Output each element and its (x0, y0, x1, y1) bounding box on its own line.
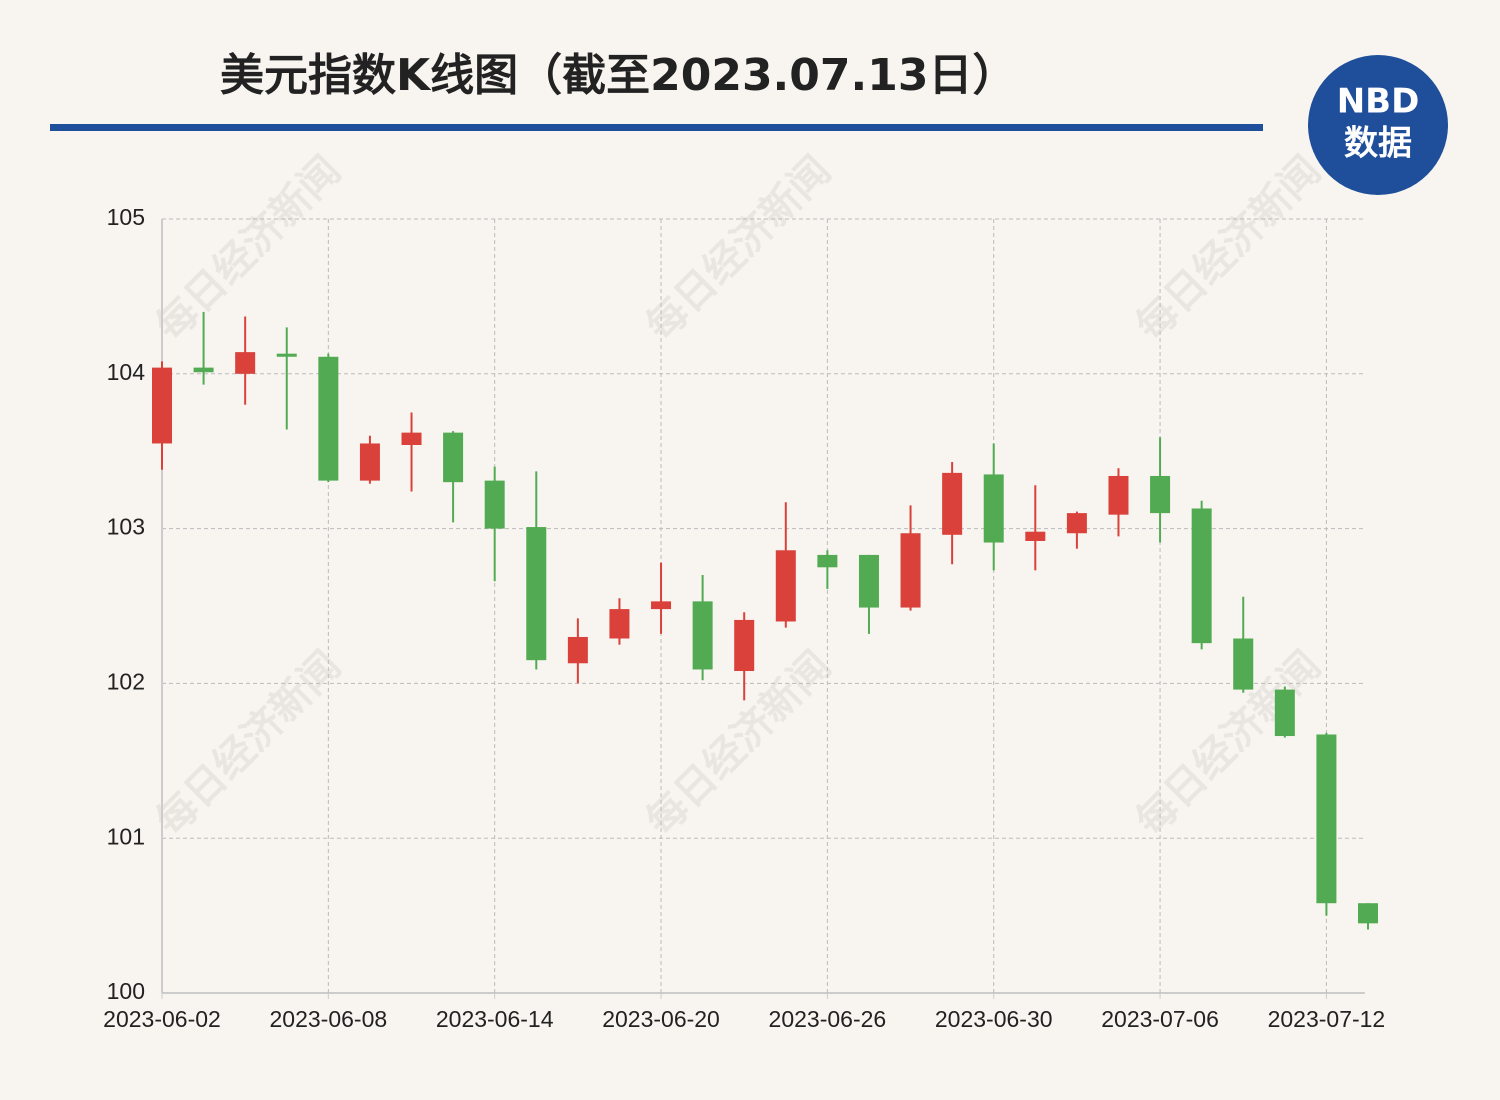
x-tick-label: 2023-06-26 (769, 1006, 887, 1032)
candle-body (651, 601, 672, 610)
x-tick-label: 2023-07-12 (1268, 1006, 1386, 1032)
candle-body (526, 527, 547, 661)
candle-body (235, 352, 256, 374)
title-rule (50, 124, 1263, 131)
candle-body (1233, 638, 1254, 690)
candle-body (1150, 475, 1171, 514)
candle-body (443, 432, 464, 483)
candle-body (900, 533, 921, 608)
y-tick-label: 103 (107, 514, 145, 540)
candle-body (567, 636, 588, 664)
logo-top: NBD (1337, 82, 1420, 122)
candle-body (1358, 903, 1378, 924)
candle-body (983, 474, 1004, 543)
y-tick-label: 102 (107, 668, 145, 694)
candle-body (1316, 734, 1337, 904)
logo-bottom: 数据 (1344, 124, 1412, 164)
candle-body (609, 609, 630, 639)
x-tick-label: 2023-06-02 (103, 1006, 221, 1032)
x-tick-label: 2023-06-14 (436, 1006, 554, 1032)
chart-title: 美元指数K线图（截至2023.07.13日） (220, 50, 1016, 101)
x-tick-label: 2023-06-20 (602, 1006, 720, 1032)
x-tick-label: 2023-07-06 (1101, 1006, 1219, 1032)
candle-body (1191, 508, 1212, 644)
candle-body (775, 550, 796, 622)
candle-body (1108, 475, 1129, 515)
y-tick-label: 101 (107, 823, 145, 849)
candle-body (692, 601, 713, 670)
candle-body (152, 367, 172, 444)
candle-body (858, 554, 879, 608)
candle-body (1274, 689, 1295, 737)
candle-body (318, 356, 339, 481)
x-tick-label: 2023-06-08 (270, 1006, 388, 1032)
candle-body (1025, 531, 1046, 541)
logo (1308, 55, 1448, 195)
x-tick-label: 2023-06-30 (935, 1006, 1053, 1032)
candle-body (1066, 513, 1087, 534)
y-tick-label: 104 (107, 359, 146, 385)
candle-body (942, 472, 963, 535)
candle-body (401, 432, 422, 446)
y-tick-label: 100 (107, 978, 145, 1004)
candle-body (193, 367, 214, 373)
candle-body (817, 554, 838, 568)
candle-body (276, 353, 297, 357)
y-tick-label: 105 (107, 204, 145, 230)
candle-body (734, 619, 755, 672)
candle-body (359, 443, 380, 481)
candle-body (484, 480, 505, 529)
